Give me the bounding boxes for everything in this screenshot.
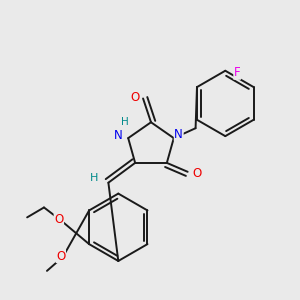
Text: F: F [234,66,241,79]
Text: O: O [192,167,201,180]
Text: H: H [122,117,129,127]
Text: O: O [56,250,65,262]
Text: H: H [90,173,99,183]
Text: O: O [130,91,140,104]
Text: O: O [54,213,64,226]
Text: N: N [114,129,123,142]
Text: N: N [174,128,183,141]
